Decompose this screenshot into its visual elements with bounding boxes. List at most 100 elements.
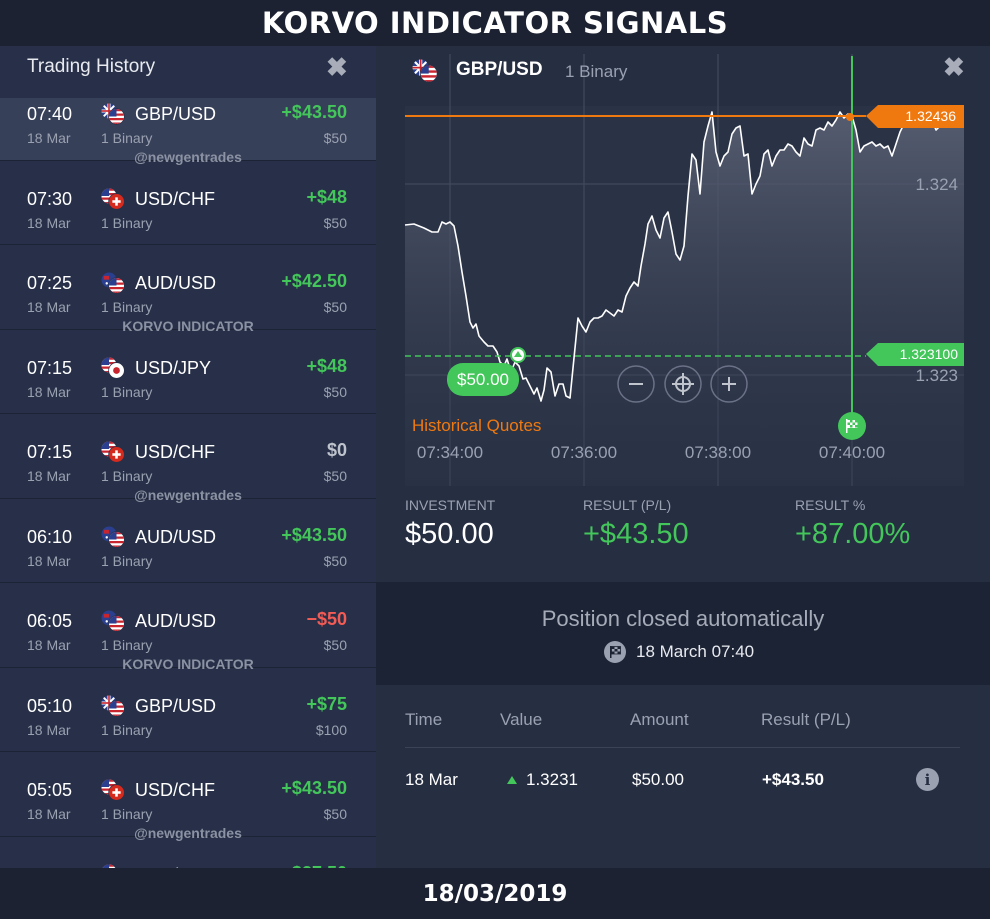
watermark-text: KORVO INDICATOR — [122, 656, 254, 672]
close-icon[interactable]: ✖ — [326, 52, 348, 82]
trade-history-item[interactable]: 06:05 18 Mar AUD/USD 1 Binary −$50 $50 KO… — [0, 583, 376, 672]
banner-date: 18/03/2019 — [422, 880, 568, 907]
trade-amount: $50 — [323, 130, 347, 146]
trade-result: −$50 — [306, 609, 347, 629]
col-time-header: Time — [405, 710, 443, 729]
us-ch-flag-icon — [101, 779, 125, 801]
trading-history-title: Trading History — [27, 56, 156, 77]
trade-pair: GBP/USD — [135, 695, 217, 716]
position-closed-box: Position closed automatically 18 March 0… — [376, 582, 990, 685]
trade-time: 06:10 — [27, 526, 73, 547]
us-jp-flag-icon — [101, 357, 125, 379]
x-tick-label: 07:36:00 — [551, 443, 617, 462]
flag-check — [855, 420, 858, 423]
trade-time: 07:40 — [27, 104, 73, 124]
close-icon[interactable]: ✖ — [943, 52, 965, 82]
us-ch-flag-icon — [101, 188, 125, 210]
table-divider — [405, 747, 960, 748]
trade-history-item[interactable]: 07:15 18 Mar USD/JPY 1 Binary +$48 $50 — [0, 330, 376, 414]
flag-check — [852, 422, 855, 425]
flag-check — [850, 425, 853, 428]
y-tick-label: 1.323 — [915, 366, 958, 385]
us-jp-flag-icon — [101, 864, 117, 868]
y-tick-label: 1.324 — [915, 175, 958, 194]
trade-date: 18 Mar — [27, 130, 71, 146]
trade-amount: $50 — [323, 383, 347, 400]
result-percent-label: RESULT % — [795, 497, 866, 513]
trade-amount: $50 — [323, 806, 347, 822]
trade-pair: USD/JPY — [135, 865, 211, 869]
trade-time: 05:05 — [27, 780, 73, 800]
trade-time: 07:25 — [27, 273, 73, 293]
plus-icon[interactable] — [710, 365, 748, 403]
bottom-banner: 18/03/2019 — [0, 868, 990, 919]
info-icon[interactable]: i — [916, 768, 939, 791]
trade-history-item[interactable]: 07:30 18 Mar USD/CHF 1 Binary +$48 $50 — [0, 161, 376, 245]
trade-date: 18 Mar — [27, 383, 71, 400]
checkered-flag-icon — [604, 641, 626, 663]
trade-date: 18 Mar — [27, 552, 71, 569]
deal-amount: $50.00 — [632, 770, 684, 789]
trade-result: +$48 — [306, 186, 347, 207]
deal-table: Time Value Amount Result (P/L) 18 Mar 1.… — [376, 685, 990, 868]
flag-pole — [846, 419, 848, 433]
trade-history-item[interactable]: 06:10 18 Mar AUD/USD 1 Binary +$43.50 $5… — [0, 499, 376, 583]
trade-history-item[interactable]: 05:05 18 Mar USD/CHF 1 Binary +$43.50 $5… — [0, 752, 376, 841]
position-closed-title: Position closed automatically — [541, 606, 825, 631]
crosshair-icon[interactable] — [664, 365, 702, 403]
col-value-header: Value — [500, 710, 543, 729]
trade-result: +$48 — [306, 355, 347, 376]
result-label: RESULT (P/L) — [583, 497, 672, 513]
trade-time: 05:05 — [27, 865, 72, 869]
minus-icon[interactable] — [617, 365, 655, 403]
entry-amount-tag — [447, 363, 519, 396]
trade-type: 1 Binary — [101, 637, 153, 653]
trade-history-item[interactable]: 05:05 18 Mar USD/JPY 1 Binary +$37.50 $5… — [0, 837, 376, 869]
trading-history-panel: Trading History ✖ 07:40 18 Mar GBP/USD 1… — [0, 46, 376, 868]
chart-option-type: 1 Binary — [565, 62, 628, 81]
investment-label: INVESTMENT — [405, 497, 496, 513]
trade-type: 1 Binary — [101, 383, 153, 400]
col-amount-header: Amount — [630, 710, 689, 729]
trading-history-list: 07:40 18 Mar GBP/USD 1 Binary +$43.50 $5… — [0, 76, 376, 869]
trade-amount: $50 — [323, 214, 347, 231]
trade-result: +$37.50 — [281, 863, 347, 869]
flag-check — [850, 420, 853, 423]
trade-pair: AUD/USD — [135, 611, 217, 631]
trade-pair: AUD/USD — [135, 273, 217, 293]
trade-history-item[interactable]: 05:10 18 Mar GBP/USD 1 Binary +$75 $100 — [0, 668, 376, 752]
trade-type: 1 Binary — [101, 721, 153, 738]
trade-amount: $100 — [315, 721, 347, 738]
trade-history-item[interactable]: 07:15 18 Mar USD/CHF 1 Binary $0 $50 @new… — [0, 414, 376, 503]
trade-date: 18 Mar — [27, 214, 71, 231]
banner-title: KORVO INDICATOR SIGNALS — [261, 6, 729, 40]
trade-type: 1 Binary — [101, 130, 153, 146]
trade-date: 18 Mar — [27, 806, 71, 822]
position-closed-date: 18 March 07:40 — [636, 642, 755, 661]
trade-pair: USD/CHF — [135, 442, 215, 462]
deal-time: 18 Mar — [405, 770, 458, 789]
trade-amount: $50 — [323, 637, 347, 653]
trade-pair: GBP/USD — [135, 104, 217, 124]
entry-amount-tag-text: $50.00 — [457, 370, 509, 389]
trade-history-item[interactable]: 07:25 18 Mar AUD/USD 1 Binary +$42.50 $5… — [0, 245, 376, 334]
trade-result: +$43.50 — [281, 778, 347, 798]
trade-time: 06:05 — [27, 611, 73, 631]
investment-value: $50.00 — [405, 518, 494, 550]
up-arrow-icon — [507, 776, 517, 784]
price-area-fill — [405, 112, 964, 486]
trade-time: 07:30 — [27, 188, 73, 209]
trade-amount: $50 — [323, 468, 347, 484]
price-chart[interactable]: 1.324 1.323 07:34:00 07:36:00 07:38:00 07:40:… — [376, 46, 990, 496]
trade-result: +$43.50 — [281, 524, 347, 545]
x-tick-label: 07:38:00 — [685, 443, 751, 462]
trading-history-header: Trading History ✖ — [0, 46, 376, 98]
up-arrow-icon — [514, 351, 522, 357]
result-percent-value: +87.00% — [795, 518, 911, 550]
trade-result: +$43.50 — [281, 102, 347, 122]
trade-type: 1 Binary — [101, 299, 153, 315]
price-chart-area: 1.324 1.323 07:34:00 07:36:00 07:38:00 07:40:… — [376, 46, 990, 582]
current-price-dot — [846, 113, 854, 121]
trade-type: 1 Binary — [101, 552, 153, 569]
trade-pair: USD/JPY — [135, 357, 212, 378]
